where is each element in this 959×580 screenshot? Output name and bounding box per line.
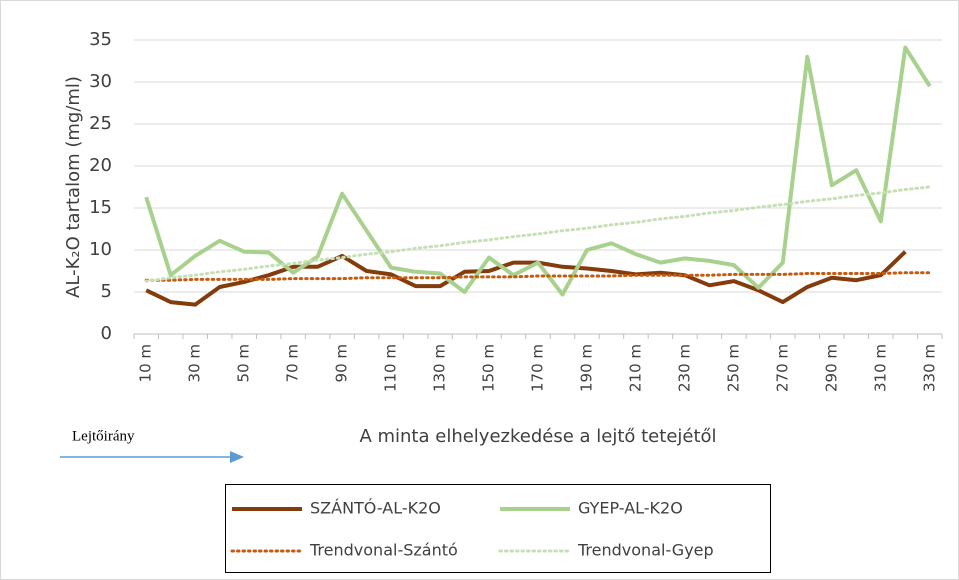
x-tick-label: 230 m: [675, 344, 693, 392]
y-axis-title: AL-K₂O tartalom (mg/ml): [63, 76, 84, 298]
x-tick-label: 250 m: [724, 344, 742, 392]
y-tick-label: 10: [89, 239, 112, 260]
legend-box: [225, 484, 771, 573]
x-tick-label: 190 m: [577, 344, 595, 392]
x-tick-label: 270 m: [773, 344, 791, 392]
x-tick-label: 330 m: [920, 344, 938, 392]
x-tick-label: 130 m: [431, 344, 449, 392]
annotation: Lejtőirány: [72, 428, 135, 444]
arrow-head: [230, 451, 244, 463]
legend-label: GYEP-AL-K2O: [578, 499, 683, 518]
trend-line: [144, 185, 932, 283]
x-tick-label: 70 m: [284, 344, 302, 382]
x-tick-label: 170 m: [529, 344, 547, 392]
x-tick-label: 10 m: [137, 344, 155, 382]
x-tick-label: 30 m: [186, 344, 204, 382]
x-tick-label: 150 m: [480, 344, 498, 392]
x-tick-label: 210 m: [626, 344, 644, 392]
y-tick-label: 15: [89, 197, 112, 218]
y-tick-label: 20: [89, 155, 112, 176]
legend-label: Trendvonal-Szántó: [309, 541, 458, 560]
trend-line: [144, 271, 932, 282]
legend-label: Trendvonal-Gyep: [577, 541, 714, 560]
x-tick-label: 290 m: [822, 344, 840, 392]
x-tick-label: 310 m: [871, 344, 889, 392]
x-tick-label: 110 m: [382, 344, 400, 392]
y-tick-label: 5: [101, 281, 112, 302]
legend-label: SZÁNTÓ-AL-K2O: [310, 499, 441, 518]
series-line: [144, 45, 932, 297]
x-tick-label: 50 m: [235, 344, 253, 382]
x-tick-label: 90 m: [333, 344, 351, 382]
y-tick-label: 25: [89, 113, 112, 134]
series-line: [145, 250, 907, 307]
y-tick-label: 0: [101, 323, 112, 344]
y-tick-label: 30: [89, 71, 112, 92]
x-axis-title: A minta elhelyezkedése a lejtő tetejétől: [359, 426, 716, 447]
y-tick-label: 35: [89, 29, 112, 50]
